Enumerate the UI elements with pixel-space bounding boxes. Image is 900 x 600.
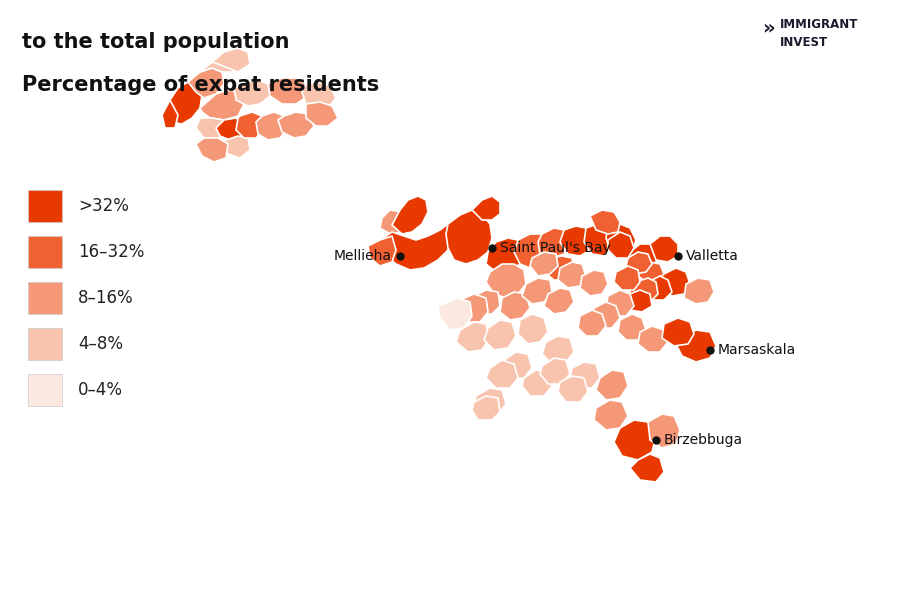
Polygon shape <box>618 314 646 340</box>
Polygon shape <box>530 252 558 276</box>
Text: 0–4%: 0–4% <box>78 381 123 399</box>
Polygon shape <box>268 78 308 104</box>
Polygon shape <box>606 290 634 316</box>
Bar <box>28 282 62 314</box>
Polygon shape <box>456 322 490 352</box>
Polygon shape <box>662 318 694 346</box>
Text: 8–16%: 8–16% <box>78 289 133 307</box>
Bar <box>28 328 62 360</box>
Polygon shape <box>216 118 244 140</box>
Polygon shape <box>648 414 680 448</box>
Polygon shape <box>196 118 226 140</box>
Text: >32%: >32% <box>78 197 129 215</box>
Polygon shape <box>200 58 234 72</box>
Polygon shape <box>368 236 396 266</box>
Polygon shape <box>438 298 472 330</box>
Polygon shape <box>614 420 656 460</box>
Polygon shape <box>518 314 548 344</box>
Text: IMMIGRANT
INVEST: IMMIGRANT INVEST <box>780 18 859 49</box>
Polygon shape <box>558 262 586 288</box>
Polygon shape <box>630 278 658 302</box>
Polygon shape <box>472 290 500 314</box>
Polygon shape <box>306 102 338 126</box>
Text: Marsaskala: Marsaskala <box>718 343 796 357</box>
Text: 4–8%: 4–8% <box>78 335 123 353</box>
Polygon shape <box>472 196 500 220</box>
Polygon shape <box>540 358 570 384</box>
Polygon shape <box>486 264 526 298</box>
Polygon shape <box>196 138 228 162</box>
Polygon shape <box>472 396 500 420</box>
Polygon shape <box>500 292 530 320</box>
Polygon shape <box>614 266 640 290</box>
Polygon shape <box>380 224 452 270</box>
Text: Mellieha: Mellieha <box>334 249 392 263</box>
Polygon shape <box>392 196 428 234</box>
Polygon shape <box>560 226 592 256</box>
Text: 16–32%: 16–32% <box>78 243 144 261</box>
Polygon shape <box>486 238 524 272</box>
Polygon shape <box>302 82 336 110</box>
Polygon shape <box>522 370 552 396</box>
Polygon shape <box>596 370 628 400</box>
Polygon shape <box>570 362 600 388</box>
Polygon shape <box>590 210 620 234</box>
Bar <box>28 236 62 268</box>
Polygon shape <box>502 352 532 378</box>
Text: Percentage of expat residents: Percentage of expat residents <box>22 75 379 95</box>
Polygon shape <box>630 454 664 482</box>
Text: »: » <box>762 18 775 37</box>
Polygon shape <box>538 228 568 258</box>
Polygon shape <box>608 232 634 258</box>
Polygon shape <box>380 210 408 234</box>
Polygon shape <box>162 100 178 128</box>
Polygon shape <box>676 330 716 362</box>
Polygon shape <box>234 80 270 106</box>
Polygon shape <box>256 112 288 140</box>
Polygon shape <box>220 136 250 158</box>
Polygon shape <box>446 210 492 264</box>
Polygon shape <box>522 278 552 304</box>
Polygon shape <box>628 244 658 268</box>
Polygon shape <box>558 376 588 402</box>
Polygon shape <box>212 48 250 72</box>
Polygon shape <box>474 388 506 414</box>
Polygon shape <box>684 278 714 304</box>
Polygon shape <box>278 112 314 138</box>
Polygon shape <box>624 290 652 312</box>
Polygon shape <box>638 326 668 352</box>
Polygon shape <box>200 90 244 120</box>
Polygon shape <box>660 268 690 296</box>
Polygon shape <box>514 234 550 268</box>
Polygon shape <box>626 252 652 274</box>
Polygon shape <box>594 400 628 430</box>
Text: to the total population: to the total population <box>22 32 290 52</box>
Polygon shape <box>592 302 620 328</box>
Polygon shape <box>544 288 574 314</box>
Polygon shape <box>542 256 574 280</box>
Polygon shape <box>484 320 516 350</box>
Polygon shape <box>458 294 488 322</box>
Bar <box>28 190 62 222</box>
Bar <box>28 374 62 406</box>
Polygon shape <box>644 276 672 300</box>
Polygon shape <box>650 236 678 262</box>
Polygon shape <box>188 68 224 98</box>
Polygon shape <box>578 310 606 336</box>
Text: Saint Paul's Bay: Saint Paul's Bay <box>500 241 611 255</box>
Polygon shape <box>580 270 608 296</box>
Polygon shape <box>236 112 264 138</box>
Text: Valletta: Valletta <box>686 249 739 263</box>
Polygon shape <box>542 336 574 364</box>
Polygon shape <box>486 360 518 388</box>
Polygon shape <box>606 224 636 256</box>
Polygon shape <box>162 82 202 124</box>
Polygon shape <box>638 262 664 282</box>
Polygon shape <box>584 224 614 256</box>
Text: Birzebbuga: Birzebbuga <box>664 433 743 447</box>
